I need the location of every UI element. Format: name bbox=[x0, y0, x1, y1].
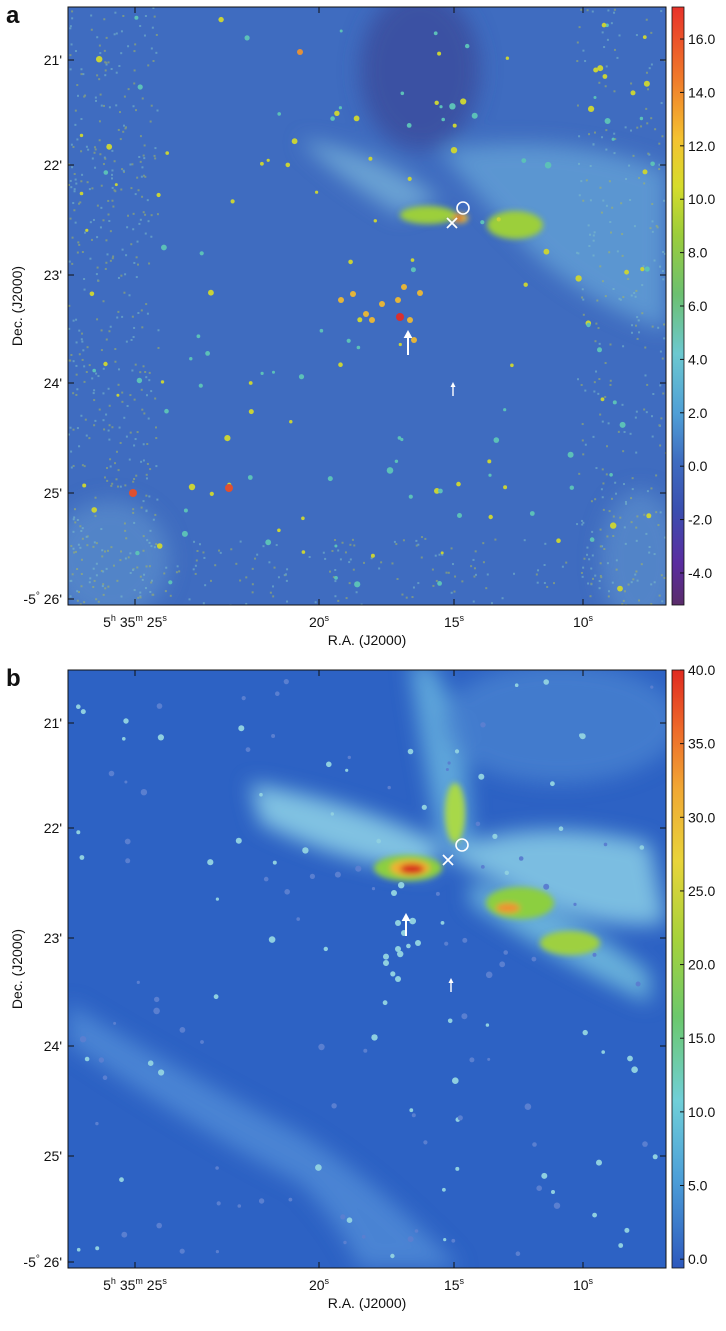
point-sources bbox=[79, 15, 655, 592]
colorbar-tick-label: 0.0 bbox=[688, 458, 708, 474]
x-axis-label: R.A. (J2000) bbox=[328, 1295, 407, 1311]
ra-axis: 5h 35m 25s 20s 15s 10s R.A. (J2000) bbox=[103, 670, 594, 1311]
ra-tick-label: 5h 35m 25s bbox=[103, 1276, 167, 1293]
colorbar-tick-label: 10.0 bbox=[688, 1104, 715, 1120]
panel-letter: a bbox=[6, 2, 20, 29]
colorbar-tick-label: 10.0 bbox=[688, 191, 715, 207]
colorbar-scale bbox=[671, 669, 685, 1269]
dec-tick-label: 23' bbox=[44, 267, 62, 283]
dec-tick-label: 24' bbox=[44, 1038, 62, 1054]
circle-marker bbox=[456, 201, 470, 215]
panel-b: b 5h 35m 25s 20s 15s 10s R.A. (J2000) 21' 22' 2… bbox=[0, 662, 726, 1326]
cross-marker bbox=[446, 217, 458, 229]
position-markers bbox=[401, 838, 469, 992]
colorbar-tick-label: 16.0 bbox=[688, 31, 715, 47]
nebula-emission bbox=[68, 7, 666, 605]
colorbar-tick-label: 5.0 bbox=[688, 1178, 708, 1194]
position-markers bbox=[403, 201, 470, 396]
colorbar-tick-label: 25.0 bbox=[688, 883, 715, 899]
ra-tick-label: 20s bbox=[309, 613, 330, 630]
point-sources bbox=[76, 679, 658, 1259]
panel-a: a 5h 35m 25s 20s 15s 10s R.A. (J2000) 21' 22' 2… bbox=[0, 0, 726, 663]
dec-tick-label: 25' bbox=[44, 485, 62, 501]
emission-clumps bbox=[374, 783, 600, 955]
colorbar-tick-label: 12.0 bbox=[688, 138, 715, 154]
small-arrow bbox=[450, 382, 456, 396]
ra-axis: 5h 35m 25s 20s 15s 10s R.A. (J2000) bbox=[103, 7, 594, 648]
colorbar-tick-label: 40.0 bbox=[688, 663, 715, 678]
panel-b-figure: 5h 35m 25s 20s 15s 10s R.A. (J2000) 21' 22' 23'… bbox=[9, 662, 715, 1311]
panel-a-figure: 5h 35m 25s 20s 15s 10s R.A. (J2000) 21' 22' 23'… bbox=[9, 6, 715, 648]
colorbar-tick-label: 14.0 bbox=[688, 84, 715, 100]
ra-tick-label: 10s bbox=[573, 1276, 594, 1293]
ra-tick-label: 15s bbox=[444, 1276, 465, 1293]
cross-marker bbox=[442, 854, 454, 866]
ra-tick-label: 20s bbox=[309, 1276, 330, 1293]
colorbar-tick-label: 20.0 bbox=[688, 957, 715, 973]
dec-tick-label: 22' bbox=[44, 157, 62, 173]
plot-frame bbox=[67, 6, 667, 606]
plot-frame bbox=[67, 669, 667, 1269]
colorbar-tick-label: -4.0 bbox=[688, 565, 712, 581]
x-axis-label: R.A. (J2000) bbox=[328, 632, 407, 648]
colorbar-tick-label: -2.0 bbox=[688, 512, 712, 528]
dec-axis: 21' 22' 23' 24' 25' -5° 26' Dec. (J2000) bbox=[9, 52, 666, 607]
ra-tick-label: 15s bbox=[444, 613, 465, 630]
dec-tick-label: 25' bbox=[44, 1148, 62, 1164]
colorbar-tick-label: 30.0 bbox=[688, 809, 715, 825]
colorbar-tick-label: 35.0 bbox=[688, 736, 715, 752]
sky-image bbox=[68, 7, 666, 605]
y-axis-label: Dec. (J2000) bbox=[9, 929, 25, 1009]
large-arrow bbox=[401, 913, 411, 936]
dec-tick-label: 22' bbox=[44, 820, 62, 836]
colorbar-tick-label: 6.0 bbox=[688, 298, 708, 314]
dec-tick-label: 23' bbox=[44, 930, 62, 946]
small-arrow bbox=[448, 978, 454, 992]
colorbar: 40.0 35.0 30.0 25.0 20.0 15.0 10.0 5.0 0.0 bbox=[671, 662, 715, 1269]
dec-tick-label: -5° 26' bbox=[23, 591, 62, 607]
dec-tick-label: 24' bbox=[44, 375, 62, 391]
colorbar-tick-label: 4.0 bbox=[688, 351, 708, 367]
ra-tick-label: 10s bbox=[573, 613, 594, 630]
dec-tick-label: 21' bbox=[44, 715, 62, 731]
colorbar-tick-label: 0.0 bbox=[688, 1251, 708, 1267]
sky-image bbox=[68, 670, 666, 1268]
ra-tick-label: 5h 35m 25s bbox=[103, 613, 167, 630]
colorbar: 16.0 14.0 12.0 10.0 8.0 6.0 4.0 2.0 0.0 -2.0 -4.0 bbox=[671, 6, 715, 606]
dec-axis: 21' 22' 23' 24' 25' -5° 26' Dec. (J2000) bbox=[9, 715, 666, 1270]
large-arrow bbox=[403, 330, 413, 355]
panel-letter: b bbox=[6, 665, 21, 692]
emission-clumps bbox=[400, 206, 543, 239]
colorbar-tick-label: 8.0 bbox=[688, 245, 708, 261]
dec-tick-label: 21' bbox=[44, 52, 62, 68]
colorbar-tick-label: 2.0 bbox=[688, 405, 708, 421]
dec-tick-label: -5° 26' bbox=[23, 1254, 62, 1270]
colorbar-tick-label: 15.0 bbox=[688, 1030, 715, 1046]
circle-marker bbox=[455, 838, 469, 852]
y-axis-label: Dec. (J2000) bbox=[9, 266, 25, 346]
